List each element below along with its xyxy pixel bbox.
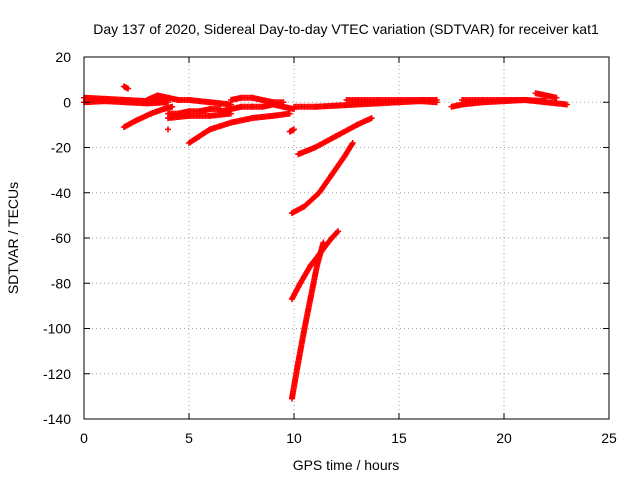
data-point <box>433 96 440 103</box>
data-point <box>334 229 341 236</box>
y-tick-label: -100 <box>43 321 71 337</box>
data-point <box>125 85 132 92</box>
y-axis-title: SDTVAR / TECUs <box>5 182 21 294</box>
y-tick-label: -80 <box>51 275 71 291</box>
data-point <box>280 99 287 106</box>
y-tick-label: -60 <box>51 230 71 246</box>
y-tick-label: -120 <box>43 366 71 382</box>
x-tick-label: 5 <box>185 430 193 446</box>
y-tick-label: -20 <box>51 140 71 156</box>
data-point <box>564 101 570 108</box>
data-point <box>291 126 297 133</box>
data-point <box>543 98 549 105</box>
data-point <box>286 110 293 117</box>
y-tick-label: 0 <box>63 94 71 110</box>
x-tick-label: 10 <box>286 430 302 446</box>
x-tick-label: 15 <box>391 430 407 446</box>
data-point <box>165 126 171 133</box>
y-tick-label: -140 <box>43 411 71 427</box>
data-point <box>553 94 560 101</box>
x-tick-label: 20 <box>496 430 512 446</box>
x-tick-label: 0 <box>80 430 88 446</box>
data-point <box>349 139 356 146</box>
data-point <box>349 141 356 148</box>
data-points <box>81 83 570 402</box>
y-tick-label: -40 <box>51 185 71 201</box>
axis-ticks: 0 5 10 15 20 25 20 0 -20 -40 -60 -80 -100 -120 -140 <box>43 49 617 446</box>
data-point <box>320 239 327 246</box>
x-tick-label: 25 <box>601 430 617 446</box>
data-point <box>335 228 342 235</box>
chart-title: Day 137 of 2020, Sidereal Day-to-day VTE… <box>93 21 599 37</box>
x-axis-title: GPS time / hours <box>293 457 400 473</box>
data-point <box>368 115 375 122</box>
y-tick-label: 20 <box>55 49 71 65</box>
data-point <box>169 103 176 110</box>
